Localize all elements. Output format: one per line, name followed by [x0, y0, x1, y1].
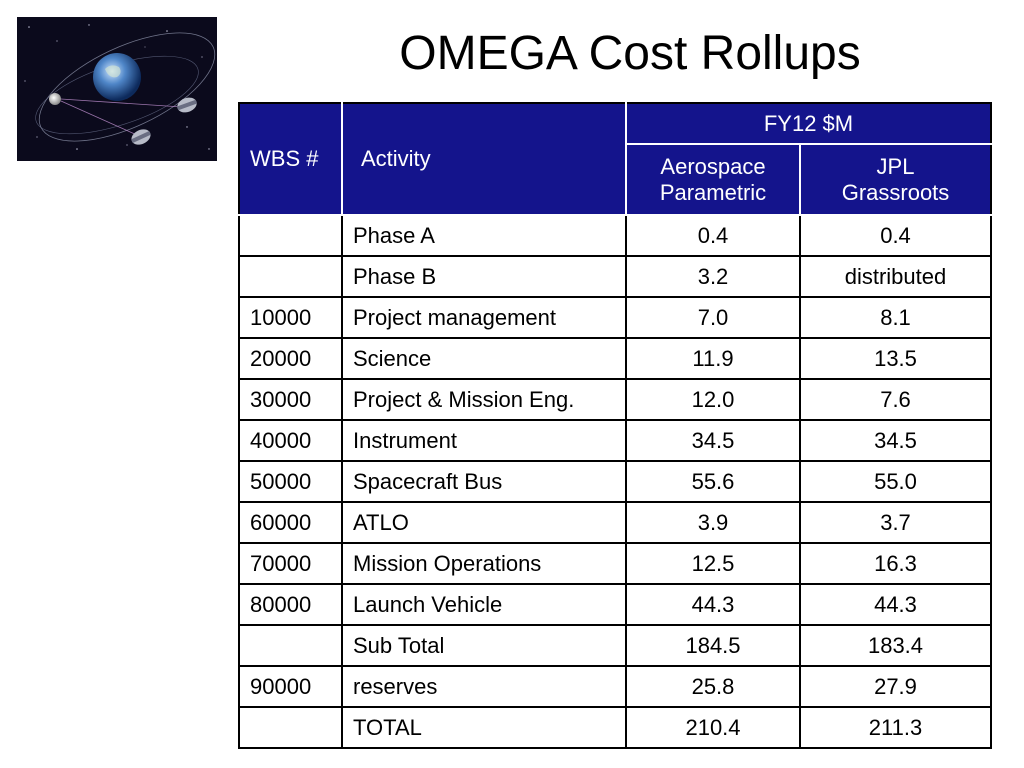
header-jpl-label: JPL Grassroots — [841, 153, 950, 205]
cell-activity: Sub Total — [341, 624, 627, 667]
cell-aerospace: 184.5 — [625, 624, 801, 667]
table-row: Phase B 3.2 distributed — [238, 255, 992, 298]
cell-wbs: 10000 — [238, 296, 343, 339]
cell-jpl: 3.7 — [799, 501, 992, 544]
table-row: 60000 ATLO 3.9 3.7 — [238, 501, 992, 544]
cell-jpl: 44.3 — [799, 583, 992, 626]
cell-activity: Launch Vehicle — [341, 583, 627, 626]
cell-aerospace: 0.4 — [625, 214, 801, 257]
table-row: 70000 Mission Operations 12.5 16.3 — [238, 542, 992, 585]
cell-activity: Science — [341, 337, 627, 380]
cell-jpl: 27.9 — [799, 665, 992, 708]
cell-activity: Mission Operations — [341, 542, 627, 585]
cell-activity: Phase A — [341, 214, 627, 257]
cell-jpl: 8.1 — [799, 296, 992, 339]
table-row: Sub Total 184.5 183.4 — [238, 624, 992, 667]
cell-jpl: 16.3 — [799, 542, 992, 585]
header-fy12-group: FY12 $M — [625, 102, 992, 145]
table-row: 50000 Spacecraft Bus 55.6 55.0 — [238, 460, 992, 503]
space-illustration — [17, 17, 217, 161]
cell-jpl: 211.3 — [799, 706, 992, 749]
cell-wbs — [238, 624, 343, 667]
cell-aerospace: 3.2 — [625, 255, 801, 298]
cell-jpl: 0.4 — [799, 214, 992, 257]
table-row: 80000 Launch Vehicle 44.3 44.3 — [238, 583, 992, 626]
cell-wbs: 40000 — [238, 419, 343, 462]
cell-jpl: 55.0 — [799, 460, 992, 503]
table-row: 90000 reserves 25.8 27.9 — [238, 665, 992, 708]
cell-aerospace: 12.5 — [625, 542, 801, 585]
cell-aerospace: 34.5 — [625, 419, 801, 462]
spacecraft-orbit-image — [17, 17, 217, 161]
cell-wbs: 80000 — [238, 583, 343, 626]
table-row: 30000 Project & Mission Eng. 12.0 7.6 — [238, 378, 992, 421]
cell-aerospace: 210.4 — [625, 706, 801, 749]
header-aerospace-parametric: Aerospace Parametric — [625, 143, 801, 216]
cell-aerospace: 3.9 — [625, 501, 801, 544]
cell-wbs: 60000 — [238, 501, 343, 544]
cell-activity: Phase B — [341, 255, 627, 298]
cell-jpl: 34.5 — [799, 419, 992, 462]
cell-activity: Spacecraft Bus — [341, 460, 627, 503]
cell-wbs: 20000 — [238, 337, 343, 380]
cell-aerospace: 25.8 — [625, 665, 801, 708]
page-title: OMEGA Cost Rollups — [399, 27, 861, 80]
cell-jpl: 7.6 — [799, 378, 992, 421]
header-jpl-grassroots: JPL Grassroots — [799, 143, 992, 216]
cell-wbs: 90000 — [238, 665, 343, 708]
cell-wbs: 30000 — [238, 378, 343, 421]
table-row: 10000 Project management 7.0 8.1 — [238, 296, 992, 339]
cell-activity: ATLO — [341, 501, 627, 544]
cell-activity: Instrument — [341, 419, 627, 462]
cell-jpl: 13.5 — [799, 337, 992, 380]
cell-wbs: 50000 — [238, 460, 343, 503]
cell-wbs — [238, 214, 343, 257]
table-row: 40000 Instrument 34.5 34.5 — [238, 419, 992, 462]
cell-activity: Project & Mission Eng. — [341, 378, 627, 421]
cell-activity: Project management — [341, 296, 627, 339]
cell-jpl: distributed — [799, 255, 992, 298]
header-aerospace-label: Aerospace Parametric — [659, 153, 767, 205]
cell-activity: TOTAL — [341, 706, 627, 749]
cell-aerospace: 7.0 — [625, 296, 801, 339]
table-row: Phase A 0.4 0.4 — [238, 214, 992, 257]
cell-aerospace: 55.6 — [625, 460, 801, 503]
cell-aerospace: 11.9 — [625, 337, 801, 380]
table-row: 20000 Science 11.9 13.5 — [238, 337, 992, 380]
cost-rollup-table: WBS # Activity FY12 $M Aerospace Parametr… — [238, 102, 992, 749]
cell-activity: reserves — [341, 665, 627, 708]
cell-wbs: 70000 — [238, 542, 343, 585]
header-activity: Activity — [341, 102, 627, 216]
cell-aerospace: 44.3 — [625, 583, 801, 626]
cell-wbs — [238, 255, 343, 298]
cell-aerospace: 12.0 — [625, 378, 801, 421]
header-wbs: WBS # — [238, 102, 343, 216]
cell-jpl: 183.4 — [799, 624, 992, 667]
cell-wbs — [238, 706, 343, 749]
table-row: TOTAL 210.4 211.3 — [238, 706, 992, 749]
